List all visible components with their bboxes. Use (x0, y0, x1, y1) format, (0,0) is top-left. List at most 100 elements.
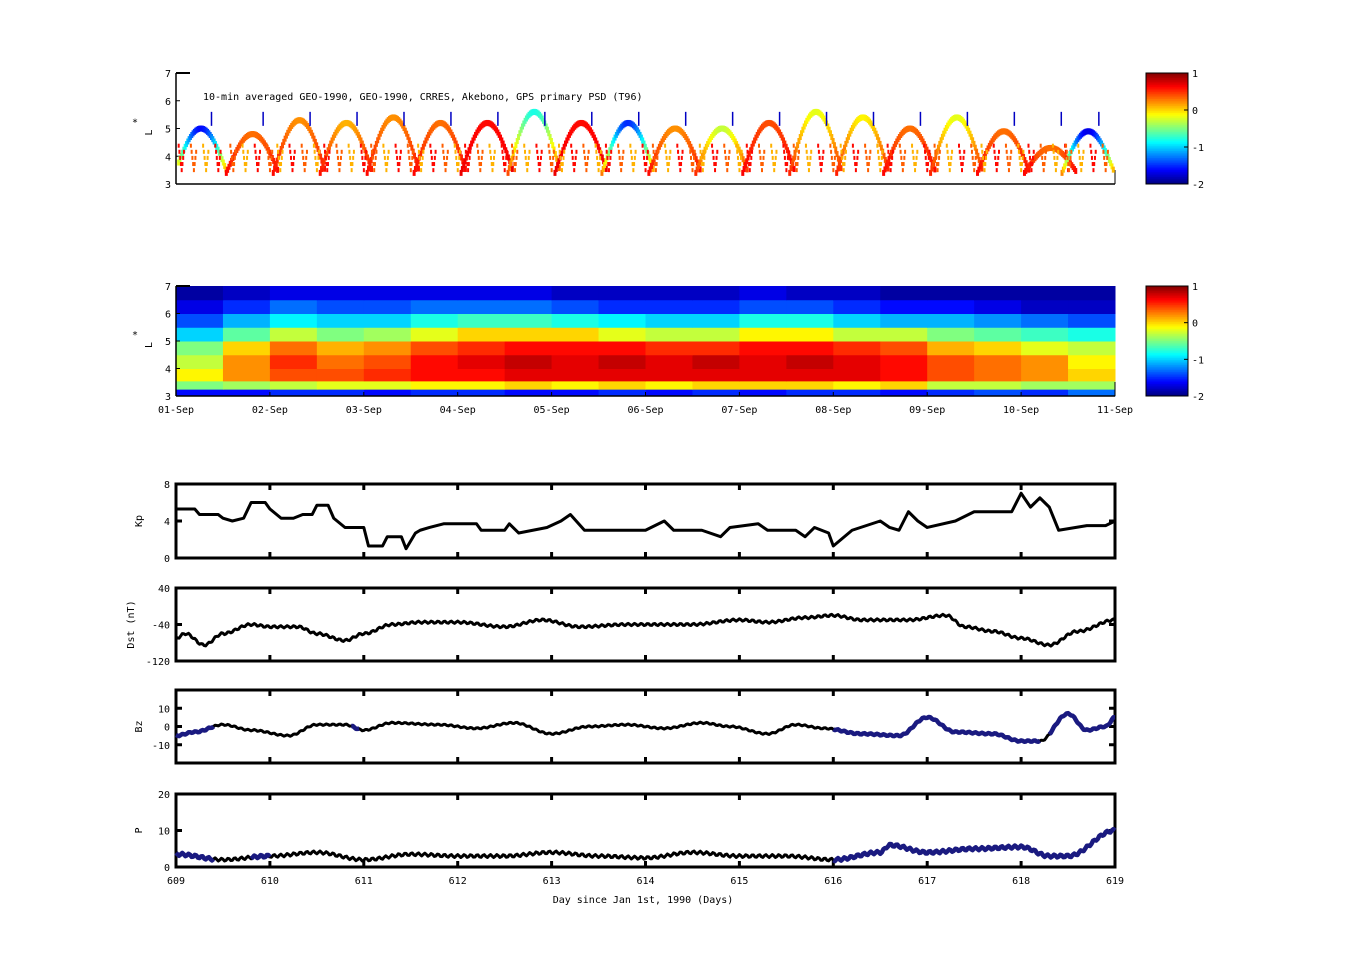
colorbar-swatch (1146, 137, 1188, 140)
psd-observation-point (741, 156, 745, 163)
heatmap-cell (410, 389, 459, 397)
colorbar-swatch (1146, 166, 1188, 169)
psd-observation-point (787, 149, 790, 154)
y-axis-label-bz: Bz (134, 720, 145, 732)
colorbar-1 (1145, 285, 1189, 397)
psd-observation-point (608, 147, 612, 154)
colorbar-swatch (1146, 330, 1188, 333)
panel-dst: Dst (nT) (126, 586, 1117, 663)
psd-observation-point (818, 155, 821, 160)
psd-observation-point (929, 156, 933, 163)
panel-bz: Bz (134, 688, 1117, 765)
psd-observation-point (1054, 162, 1057, 167)
heatmap-cell (316, 286, 365, 301)
psd-observation-point (513, 146, 517, 153)
psd-observation-point (993, 149, 996, 154)
psd-observation-point (1105, 162, 1108, 167)
colorbar-swatch (1146, 112, 1188, 116)
psd-observation-point (271, 149, 274, 154)
psd-observation-point (562, 155, 565, 160)
psd-observation-point (414, 156, 418, 163)
psd-observation-point (937, 162, 940, 167)
psd-observation-point (220, 156, 224, 163)
psd-observation-point (854, 162, 857, 167)
psd-observation-point (600, 169, 604, 176)
psd-observation-point (550, 168, 553, 173)
psd-observation-point (416, 165, 420, 172)
psd-observation-point (633, 162, 636, 167)
x-tick-label: 08-Sep (815, 405, 851, 416)
psd-observation-point (760, 162, 763, 167)
heatmap-cell (645, 313, 693, 328)
heatmap-cell (410, 313, 459, 328)
heatmap-cell (880, 286, 928, 301)
psd-observation-point (877, 155, 880, 160)
psd-observation-point (770, 143, 773, 148)
psd-observation-point (512, 155, 515, 160)
psd-observation-point (304, 162, 307, 167)
psd-observation-point (789, 165, 793, 172)
y-tick-label: 6 (165, 310, 171, 321)
psd-observation-point (1018, 155, 1021, 160)
psd-observation-point (446, 149, 449, 154)
psd-observation-point (372, 162, 375, 167)
psd-observation-point (324, 155, 327, 160)
x-tick-label: 617 (918, 876, 936, 887)
psd-observation-point (242, 149, 245, 154)
psd-observation-point (431, 162, 434, 167)
psd-observation-point (971, 137, 975, 144)
psd-observation-point (1093, 162, 1096, 167)
psd-observation-point (607, 168, 610, 173)
psd-observation-point (751, 149, 754, 154)
psd-observation-point (647, 169, 651, 176)
psd-observation-point (278, 149, 282, 156)
psd-observation-point (884, 162, 888, 169)
psd-observation-point (421, 143, 425, 150)
psd-observation-point (865, 155, 868, 160)
psd-observation-point (731, 111, 734, 126)
psd-observation-point (827, 126, 831, 133)
psd-observation-point (620, 168, 623, 173)
psd-observation-point (586, 155, 589, 160)
psd-observation-point (798, 134, 802, 141)
heatmap-cell (598, 299, 646, 314)
psd-observation-point (775, 149, 778, 154)
heatmap-cell (739, 313, 787, 328)
psd-observation-point (320, 157, 324, 164)
colorbar-swatch (1146, 328, 1188, 332)
psd-observation-point (504, 147, 508, 154)
psd-observation-point (933, 156, 937, 163)
psd-observation-point (881, 149, 884, 154)
heatmap-cell (551, 341, 600, 356)
psd-observation-point (698, 159, 702, 166)
psd-observation-point (880, 155, 883, 160)
heatmap-cell (222, 368, 271, 382)
psd-observation-point (1101, 143, 1104, 148)
psd-observation-point (982, 162, 985, 167)
psd-observation-point (1021, 155, 1024, 160)
heatmap-cell (786, 380, 834, 390)
heatmap-cell (176, 299, 224, 314)
heatmap-cell (974, 286, 1022, 301)
psd-observation-point (866, 162, 869, 167)
heatmap-cell (598, 341, 646, 356)
heatmap-cell (222, 299, 271, 314)
psd-observation-point (940, 133, 944, 140)
x-tick-label: 01-Sep (158, 405, 194, 416)
psd-observation-point (504, 162, 507, 167)
psd-observation-point (192, 162, 195, 167)
psd-observation-point (214, 143, 217, 148)
heatmap-cell (176, 327, 224, 342)
psd-observation-point (469, 149, 472, 154)
psd-observation-point (480, 155, 483, 160)
psd-observation-point (417, 149, 420, 154)
colorbar-swatch (1146, 131, 1188, 135)
psd-observation-point (1102, 149, 1105, 154)
psd-observation-point (465, 155, 468, 160)
panel-pressure: P (134, 792, 1117, 869)
psd-observation-point (797, 149, 800, 154)
heatmap-cell (504, 380, 553, 390)
psd-observation-point (1042, 168, 1045, 173)
psd-observation-point (633, 155, 636, 160)
psd-observation-point (946, 149, 949, 154)
